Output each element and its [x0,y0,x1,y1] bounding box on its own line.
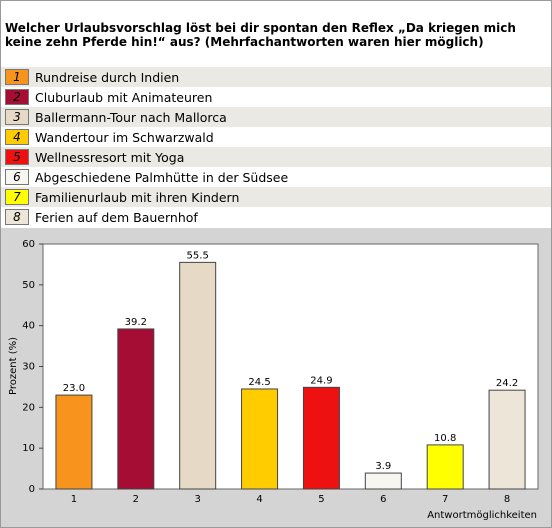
bar [55,394,93,490]
legend-swatch: 4 [5,129,29,145]
legend-row: 3 Ballermann-Tour nach Mallorca [1,107,551,127]
legend-row: 7 Familienurlaub mit ihren Kindern [1,187,551,207]
value-label: 24.5 [248,377,270,388]
legend-label: Ferien auf dem Bauernhof [35,209,198,225]
x-axis-title: Antwortmöglichkeiten [427,510,537,521]
y-tick-label: 20 [22,402,35,413]
legend-swatch: 8 [5,209,29,225]
legend-swatch: 2 [5,89,29,105]
legend-swatch: 1 [5,69,29,85]
x-tick-label: 7 [442,494,448,505]
y-tick-label: 40 [22,321,35,332]
legend-label: Familienurlaub mit ihren Kindern [35,189,240,205]
legend-row: 2 Cluburlaub mit Animateuren [1,87,551,107]
value-label: 39.2 [125,317,147,328]
bar [364,472,402,490]
legend-label: Wellnessresort mit Yoga [35,149,185,165]
legend-label: Wandertour im Schwarzwald [35,129,214,145]
x-tick-label: 3 [195,494,201,505]
plot-area [42,243,539,490]
value-label: 24.9 [310,375,332,386]
y-axis-title: Prozent (%) [8,337,19,395]
value-label: 10.8 [434,433,456,444]
bar [117,328,155,490]
y-tick-label: 50 [22,280,35,291]
x-tick-label: 2 [133,494,139,505]
legend-swatch: 3 [5,109,29,125]
legend-swatch: 7 [5,189,29,205]
bar [426,444,464,490]
x-tick-label: 5 [318,494,324,505]
legend: 1 Rundreise durch Indien 2 Cluburlaub mit A… [1,67,551,227]
legend-row: 6 Abgeschiedene Palmhütte in der Südsee [1,167,551,187]
x-tick-label: 1 [71,494,77,505]
legend-label: Rundreise durch Indien [35,69,180,85]
legend-swatch: 5 [5,149,29,165]
y-tick-label: 10 [22,443,35,454]
bar [179,261,217,490]
legend-row: 4 Wandertour im Schwarzwald [1,127,551,147]
y-tick-label: 30 [22,362,35,373]
chart-title: Welcher Urlaubsvorschlag löst bei dir sp… [5,21,516,49]
legend-row: 5 Wellnessresort mit Yoga [1,147,551,167]
legend-label: Ballermann-Tour nach Mallorca [35,109,227,125]
y-tick-label: 0 [29,484,35,495]
legend-label: Abgeschiedene Palmhütte in der Südsee [35,169,289,185]
value-label: 23.0 [63,383,85,394]
value-label: 3.9 [375,461,391,472]
chart: Prozent (%) Antwortmöglichkeiten 0 10 20 30… [1,228,551,527]
value-label: 55.5 [187,250,209,261]
value-label: 24.2 [496,378,518,389]
legend-label: Cluburlaub mit Animateuren [35,89,213,105]
y-tick-label: 60 [22,239,35,250]
legend-row: 1 Rundreise durch Indien [1,67,551,87]
bar [488,389,526,490]
bar [302,386,340,490]
x-tick-label: 6 [380,494,386,505]
x-tick-label: 4 [256,494,262,505]
bar [241,388,279,490]
x-tick-label: 8 [504,494,510,505]
legend-row: 8 Ferien auf dem Bauernhof [1,207,551,227]
legend-swatch: 6 [5,169,29,185]
